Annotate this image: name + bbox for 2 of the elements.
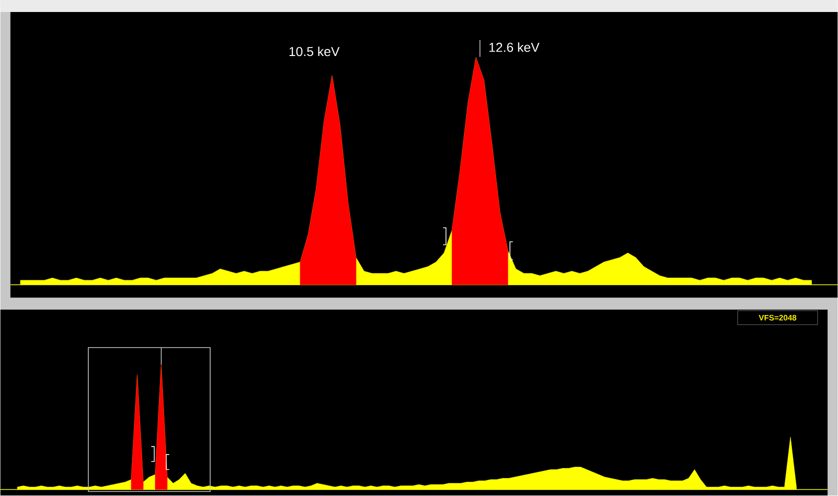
text: 10.5 keV <box>290 46 340 56</box>
text: 12.6 keV <box>489 42 540 52</box>
